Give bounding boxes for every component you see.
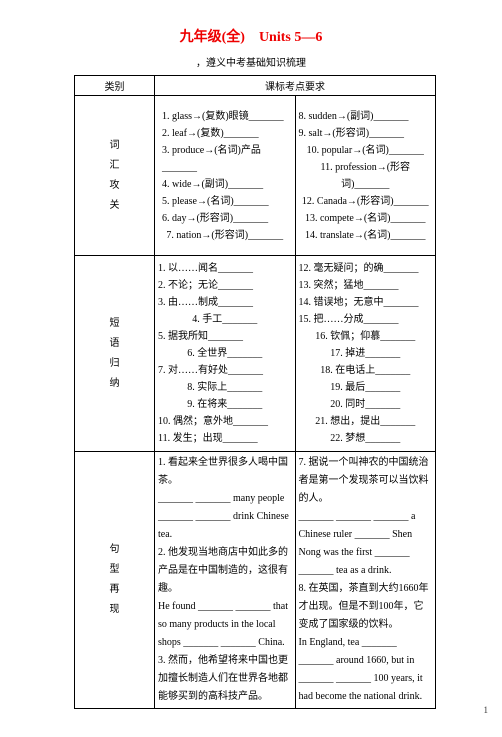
vocab-left: 1. glass→(复数)眼镜_______ 2. leaf→(复数)_____… — [155, 96, 296, 256]
header-category: 类别 — [75, 76, 155, 96]
vocab-right: 8. sudden→(副词)_______ 9. salt→(形容词)_____… — [295, 96, 436, 256]
page-number: 1 — [484, 705, 489, 715]
header-requirement: 课标考点要求 — [155, 76, 436, 96]
sentence-left: 1. 看起来全世界很多人喝中国茶。 _______ _______ many p… — [155, 452, 296, 709]
phrase-right: 12. 毫无疑问；的确_______ 13. 突然；猛地_______ 14. … — [295, 256, 436, 452]
sentence-right: 7. 据说一个叫神农的中国统治者是第一个发现茶可以当饮料的人。 _______ … — [295, 452, 436, 709]
content-table: 类别 课标考点要求 词 汇 攻 关 1. glass→(复数)眼镜_______… — [74, 75, 436, 709]
category-vocab: 词 汇 攻 关 — [78, 98, 151, 253]
category-sentence: 句 型 再 现 — [78, 454, 151, 706]
phrase-left: 1. 以……闻名_______ 2. 不论；无论_______ 3. 由……制成… — [155, 256, 296, 452]
page-title: 九年级(全) Units 5—6 — [0, 26, 502, 46]
category-phrase: 短 语 归 纳 — [78, 258, 151, 449]
page-subtitle: ，遵义中考基础知识梳理 — [60, 54, 442, 69]
